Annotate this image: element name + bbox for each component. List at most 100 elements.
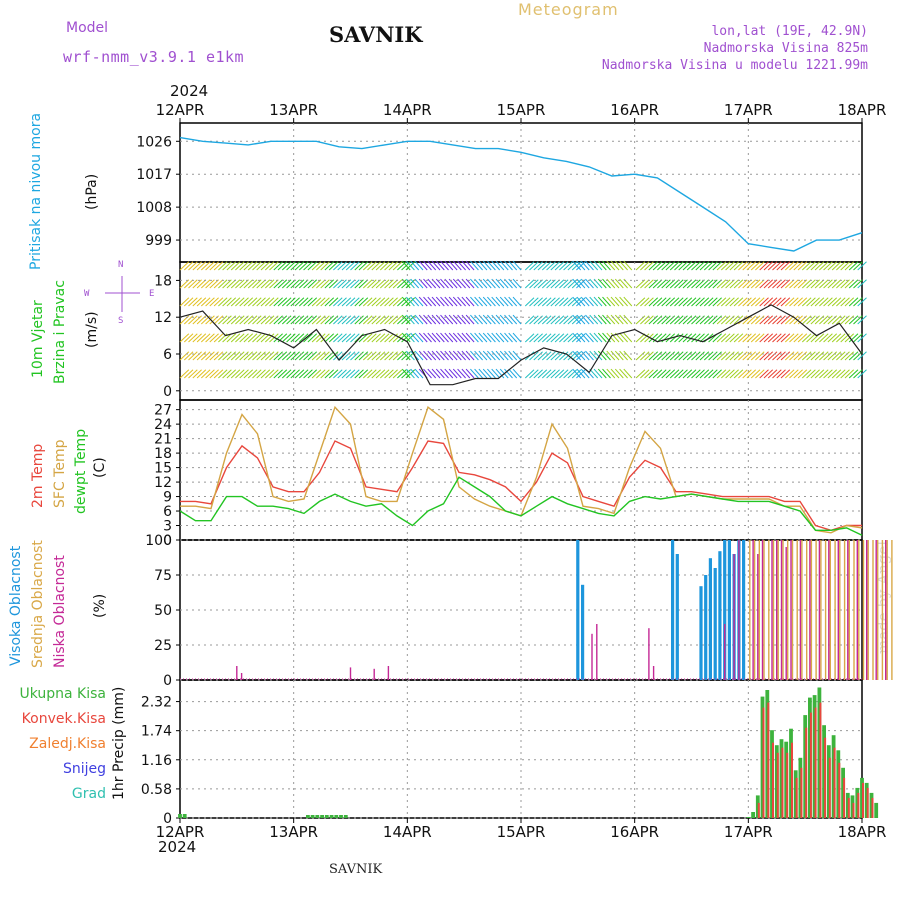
wind-barb [452,350,462,361]
wind-barb [252,351,262,361]
wind-barb [836,279,846,289]
wind-barb [563,279,573,289]
wind-barb [367,351,377,361]
wind-barb [392,261,403,271]
wind-barb [708,279,718,289]
precip-bar [339,815,343,818]
wind-barb [853,369,863,379]
wind-barb [524,369,535,379]
wind-barb [827,369,838,379]
wind-barb [606,278,616,289]
wind-barb [303,369,313,379]
wind-barb [695,261,705,271]
wind-barb [797,333,808,343]
wind-barb [661,279,671,289]
wind-barb [848,315,859,325]
wind-barb [384,261,394,271]
wind-barb [281,369,292,379]
wind-barb [401,332,411,343]
wind-barb [644,261,654,271]
wind-barb [840,369,850,379]
cloud-bar [772,540,775,680]
wind-barb [273,369,283,379]
wind-barb [665,351,676,361]
wind-barb [230,315,241,325]
wind-barb [375,315,386,325]
wind-barb [388,279,398,289]
wind-barb [294,369,305,379]
wind-barb [640,369,650,379]
wind-barb [290,351,300,361]
wind-barb [635,369,646,379]
wind-barb [209,297,219,307]
cloud-bar [768,540,770,680]
wind-barb [508,278,518,289]
wind-barb [695,351,705,361]
legend-total-rain: Ukupna Kisa [19,686,106,702]
precip-bar [824,737,827,818]
wind-barb [307,279,318,289]
wind-barb [183,261,194,271]
top-time-tick-label: 14APR [383,101,432,119]
wind-barb [853,261,863,271]
wind-barb [644,315,654,325]
wind-barb [205,369,215,379]
wind-barb [247,279,258,289]
wind-barb [354,279,364,289]
wind-barb [789,297,799,307]
wind-barb [316,369,326,379]
wind-barb [431,260,441,271]
precip-bar [828,757,831,818]
wind-barb [767,333,778,343]
wind-barb [384,351,394,361]
wind-barb [563,297,573,307]
wind-barb [192,333,202,343]
wind-barb [392,297,403,307]
wind-barb [290,261,300,271]
wind-barb [546,279,556,289]
wind-barb [487,260,496,271]
wind-barb [341,279,352,289]
wind-barb [474,260,483,271]
wind-barb [341,351,352,361]
wind-barb [827,261,838,271]
wind-barb [546,369,556,379]
wind-barb [623,368,633,379]
wind-barb [610,296,620,307]
wind-barb [294,297,305,307]
wind-barb [435,314,445,325]
wind-barb [239,279,249,289]
wind-barb [307,333,318,343]
wind-barb [674,333,684,343]
wind-barb [298,369,309,379]
wind-barb [763,315,774,325]
wind-barb [572,350,582,361]
bottom-time-tick-label: 16APR [610,823,659,841]
wind-barb [589,368,599,379]
wind-barb [708,369,718,379]
precip-bar [306,815,310,818]
cloud-bar [782,540,784,680]
wind-barb [529,279,539,289]
wind-barb [444,314,454,325]
wind-barb [840,279,850,289]
wind-barb [465,350,475,361]
wind-barb [589,314,599,325]
wind-barb [597,332,607,343]
wind-barb [524,261,535,271]
wind-barb [585,296,594,307]
precip-bar [805,727,808,818]
wind-barb [635,297,646,307]
wind-barb [789,369,799,379]
wind-barb [354,297,364,307]
wind-barb [614,314,624,325]
wind-barb [427,260,437,271]
panel-frame [179,122,863,263]
wind-barb [491,350,501,361]
wind-barb [669,369,680,379]
wind-barb [686,279,697,289]
wind-barb [482,278,492,289]
wind-barb [264,333,275,343]
wind-barb [554,261,565,271]
wind-barb [367,315,377,325]
